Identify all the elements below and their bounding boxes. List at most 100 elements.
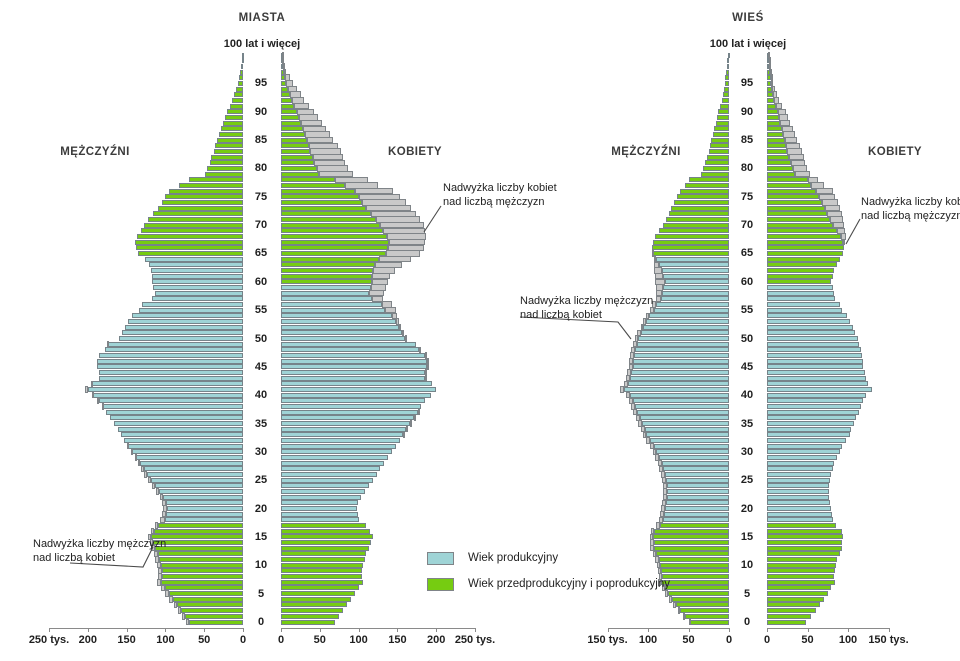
annotation-urban-women-surplus: Nadwyżka liczby kobiet nad liczbą mężczy… [443,182,557,209]
surplus-men-age-49 [107,340,110,348]
bar-women-age-1 [767,613,811,619]
age-scale-label-70: 70 [740,219,754,232]
bar-men-age-80 [207,165,243,171]
surplus-women-age-95 [286,80,293,87]
bar-men-age-66 [652,245,729,251]
surplus-women-age-37 [417,409,420,416]
surplus-women-age-100 [282,51,285,59]
women-label-rural: KOBIETY [868,146,922,158]
bar-women-age-3 [281,602,347,608]
surplus-men-age-17 [154,522,159,529]
bar-women-age-46 [767,358,863,364]
surplus-women-age-51 [402,329,405,337]
bar-men-age-16 [654,528,729,534]
surplus-men-age-29 [135,454,138,461]
bar-men-age-23 [667,489,729,495]
bar-women-age-86 [767,131,784,137]
bar-women-age-17 [281,523,366,529]
bar-women-age-4 [767,596,824,602]
bar-women-age-68 [767,233,841,239]
bar-men-age-13 [653,545,729,551]
surplus-men-age-20 [660,505,665,512]
surplus-women-age-90 [297,108,314,115]
bar-men-age-82 [707,154,729,160]
surplus-women-age-84 [785,142,801,149]
bar-women-age-5 [281,591,355,597]
annotation-line: nad liczbą mężczyzn [443,195,545,208]
bar-women-age-7 [767,579,836,585]
bar-women-age-16 [281,528,371,534]
age-scale-label-65: 65 [254,247,268,260]
bar-women-age-48 [281,347,420,353]
bar-men-age-67 [135,239,243,245]
bar-women-age-80 [767,165,793,171]
axis-tick-women-200 [436,628,438,632]
bar-women-age-12 [767,551,840,557]
surplus-men-age-6 [661,584,665,592]
bar-men-age-72 [152,211,243,217]
bar-women-age-6 [281,585,360,591]
bar-men-age-77 [685,182,729,188]
bar-women-age-97 [767,69,770,75]
bar-men-age-6 [665,585,729,591]
bar-women-age-53 [281,318,396,324]
bar-men-age-93 [722,92,729,98]
bar-men-age-75 [677,194,729,200]
surplus-men-age-18 [659,516,664,524]
bar-men-age-99 [727,58,730,64]
bar-women-age-70 [767,222,834,228]
bar-women-age-40 [767,392,866,398]
bar-women-age-91 [767,103,776,109]
bar-women-age-13 [767,545,843,551]
age-scale-label-30: 30 [740,445,754,458]
surplus-men-age-38 [101,403,104,410]
bar-men-age-79 [700,171,729,177]
surplus-women-age-43 [424,374,427,382]
annotation-urban-men-surplus: Nadwyżka liczby mężczyzn nad liczbą kobi… [33,538,166,565]
bar-men-age-59 [663,284,729,290]
bar-women-age-91 [281,103,295,109]
bar-men-age-68 [137,233,243,239]
bar-men-age-25 [665,477,729,483]
surplus-women-age-67 [843,238,846,246]
surplus-women-age-46 [426,357,429,365]
bar-men-age-98 [241,63,244,69]
surplus-men-age-59 [656,284,664,291]
axis-tick-label-women-150: 150 [388,634,407,646]
bar-women-age-4 [281,596,351,602]
bar-women-age-87 [767,126,782,132]
bar-women-age-39 [767,398,864,404]
bar-men-age-22 [666,494,729,500]
surplus-men-age-5 [165,590,170,597]
axis-tick-label-women-50: 50 [313,634,326,646]
surplus-men-age-39 [97,397,100,405]
bar-women-age-42 [281,381,432,387]
surplus-women-age-33 [402,431,405,439]
axis-tick-label-women-150: 150 tys. [868,634,909,646]
surplus-men-age-41 [85,386,88,393]
axis-tick-women-100 [848,628,849,632]
surplus-women-age-95 [771,80,774,87]
surplus-women-age-75 [358,193,400,200]
surplus-women-age-54 [391,312,397,319]
surplus-women-age-97 [769,68,772,76]
axis-tick-men-100 [648,628,649,632]
bar-women-age-18 [767,517,833,523]
axis-tick-women-0 [281,628,282,632]
axis-tick-label-women-100: 100 [349,634,368,646]
surplus-men-age-16 [151,528,154,535]
bar-men-age-11 [658,557,729,563]
bar-men-age-97 [726,69,729,75]
axis-tick-label-men-250: 250 tys. [28,634,70,646]
surplus-women-age-81 [314,159,345,166]
bar-women-age-54 [281,313,392,319]
bar-men-age-28 [661,460,729,466]
age-scale-label-75: 75 [254,190,268,203]
age-scale-label-85: 85 [740,134,754,147]
surplus-women-age-76 [815,187,833,195]
surplus-women-age-92 [774,97,780,104]
surplus-men-age-50 [635,335,639,342]
age-scale-label-55: 55 [740,304,754,317]
bar-women-age-44 [281,370,426,376]
bar-men-age-67 [652,239,729,245]
